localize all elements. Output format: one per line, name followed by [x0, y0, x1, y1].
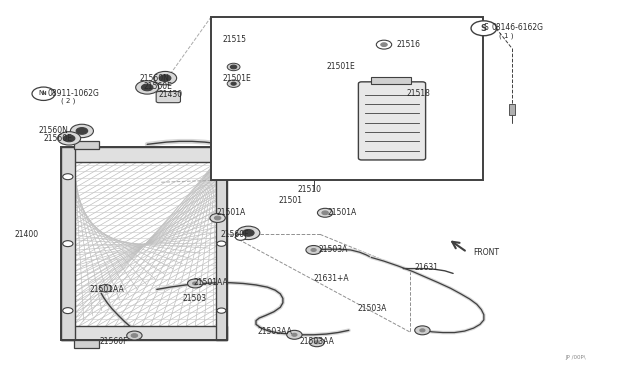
Text: 21430: 21430 — [159, 90, 183, 99]
Circle shape — [131, 334, 138, 337]
Circle shape — [99, 285, 112, 292]
Bar — [509, 104, 515, 115]
Circle shape — [241, 234, 246, 237]
Circle shape — [70, 124, 93, 138]
Bar — [61, 147, 75, 340]
Circle shape — [311, 248, 316, 251]
Text: 21503A: 21503A — [319, 245, 348, 254]
Text: 21631+A: 21631+A — [314, 274, 349, 283]
Circle shape — [217, 174, 226, 179]
Circle shape — [309, 338, 324, 347]
Circle shape — [231, 82, 236, 85]
Circle shape — [141, 84, 153, 91]
Text: 21400: 21400 — [14, 230, 38, 239]
Circle shape — [193, 282, 198, 285]
Text: 08911-1062G: 08911-1062G — [48, 89, 100, 97]
Text: 21560E: 21560E — [144, 82, 173, 91]
Text: 08146-6162G: 08146-6162G — [492, 23, 543, 32]
FancyBboxPatch shape — [358, 82, 426, 160]
Circle shape — [236, 231, 251, 240]
FancyBboxPatch shape — [156, 92, 180, 103]
Circle shape — [63, 241, 73, 247]
Text: 21501A: 21501A — [216, 208, 246, 217]
Circle shape — [217, 241, 226, 246]
Circle shape — [292, 333, 297, 336]
Bar — [211, 17, 483, 180]
Circle shape — [306, 246, 321, 254]
Circle shape — [217, 308, 226, 313]
Text: N: N — [41, 91, 46, 96]
Bar — [74, 340, 99, 348]
Circle shape — [237, 226, 260, 240]
Bar — [61, 147, 227, 162]
Text: 21501E: 21501E — [223, 74, 252, 83]
Circle shape — [32, 87, 55, 100]
Text: 21560F: 21560F — [99, 337, 128, 346]
Text: FRONT: FRONT — [474, 248, 500, 257]
Circle shape — [236, 234, 246, 240]
Circle shape — [63, 308, 73, 314]
Text: 21503A: 21503A — [357, 304, 387, 312]
Circle shape — [63, 135, 75, 142]
Circle shape — [188, 279, 203, 288]
Bar — [74, 141, 99, 149]
Circle shape — [210, 214, 225, 222]
Circle shape — [287, 330, 302, 339]
Text: S: S — [484, 23, 488, 32]
Circle shape — [230, 65, 237, 69]
Circle shape — [214, 216, 221, 220]
Text: 21503AA: 21503AA — [300, 337, 334, 346]
Text: ( 2 ): ( 2 ) — [61, 97, 75, 104]
Text: ( 1 ): ( 1 ) — [499, 32, 514, 39]
Circle shape — [58, 132, 81, 145]
Text: JP /00P\: JP /00P\ — [566, 355, 586, 360]
Circle shape — [227, 80, 240, 87]
Text: 21501AA: 21501AA — [193, 278, 228, 287]
Text: 21510: 21510 — [298, 185, 322, 194]
Text: 21503AA: 21503AA — [257, 327, 292, 336]
Text: N: N — [38, 90, 44, 96]
Circle shape — [420, 329, 425, 332]
Text: 21503: 21503 — [182, 294, 207, 303]
Circle shape — [314, 341, 319, 344]
Text: 21560N: 21560N — [38, 126, 68, 135]
Circle shape — [127, 331, 142, 340]
Text: 21501: 21501 — [278, 196, 302, 205]
Text: 21560N: 21560N — [140, 74, 170, 83]
Text: 21631: 21631 — [415, 263, 439, 272]
Circle shape — [154, 71, 177, 85]
Text: S: S — [481, 24, 487, 33]
Circle shape — [322, 211, 328, 215]
Circle shape — [136, 81, 159, 94]
Circle shape — [227, 63, 240, 71]
Bar — [61, 326, 227, 340]
Bar — [371, 77, 411, 84]
Text: 21560E: 21560E — [44, 134, 72, 143]
Text: 21501E: 21501E — [326, 62, 355, 71]
Text: 21516: 21516 — [397, 40, 421, 49]
Circle shape — [471, 21, 497, 36]
Circle shape — [159, 75, 171, 81]
Text: 21501A: 21501A — [328, 208, 357, 217]
Bar — [61, 147, 227, 340]
Text: 21501AA: 21501AA — [90, 285, 124, 294]
Circle shape — [317, 208, 333, 217]
Circle shape — [63, 174, 73, 180]
Text: 21560F: 21560F — [221, 230, 250, 239]
Text: 21518: 21518 — [406, 89, 430, 98]
Circle shape — [415, 326, 430, 335]
Text: 21515: 21515 — [223, 35, 246, 44]
Circle shape — [76, 128, 88, 134]
Circle shape — [243, 230, 254, 236]
Circle shape — [376, 40, 392, 49]
Circle shape — [381, 43, 387, 46]
Bar — [216, 147, 227, 340]
